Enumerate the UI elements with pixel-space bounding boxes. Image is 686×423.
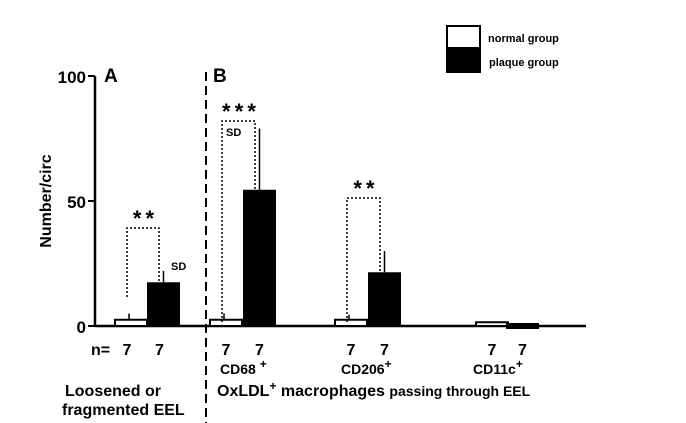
xlabel-a-line2: fragmented EEL bbox=[62, 402, 185, 419]
significance-stars-cd206: * * bbox=[353, 176, 375, 201]
xlabel-a-line1: Loosened or bbox=[65, 383, 161, 400]
n-label-plaque-cd11c: 7 bbox=[518, 342, 527, 359]
legend-swatch-plaque bbox=[446, 47, 481, 73]
n-label-plaque-eel: 7 bbox=[155, 342, 164, 359]
group-label-cd206: CD206+ bbox=[341, 357, 392, 377]
bar-plaque-cd206 bbox=[368, 272, 401, 326]
significance-bracket-cd206 bbox=[346, 197, 381, 322]
legend-label-plaque: plaque group bbox=[489, 57, 559, 69]
y-tick-label-0: 0 bbox=[77, 318, 86, 337]
bar-plaque-cd11c bbox=[506, 323, 539, 329]
bar-normal-cd68 bbox=[209, 318, 243, 327]
bar-plaque-eel bbox=[147, 282, 180, 326]
y-tick-label-50: 50 bbox=[67, 193, 86, 212]
bar-normal-eel bbox=[114, 318, 148, 327]
bar-plaque-cd68 bbox=[243, 189, 276, 326]
n-prefix: n= bbox=[91, 342, 110, 359]
sd-label-eel: SD bbox=[171, 261, 186, 273]
group-label-cd11c: CD11c+ bbox=[473, 357, 523, 377]
group-label-cd68: CD68 + bbox=[220, 357, 267, 377]
significance-bracket-cd68 bbox=[221, 120, 256, 322]
xlabel-b: OxLDL+ macrophages passing through EEL bbox=[217, 379, 531, 400]
y-tick-label-100: 100 bbox=[58, 68, 86, 87]
n-label-normal-cd11c: 7 bbox=[488, 342, 497, 359]
legend-swatch-normal bbox=[446, 25, 481, 49]
n-label-plaque-cd68: 7 bbox=[255, 342, 264, 359]
significance-stars-eel: * * bbox=[133, 206, 155, 231]
significance-bracket-eel bbox=[126, 227, 160, 297]
bar-normal-cd206 bbox=[334, 318, 368, 327]
bar-normal-cd11c bbox=[475, 321, 509, 327]
n-label-normal-eel: 7 bbox=[123, 342, 132, 359]
n-label-normal-cd206: 7 bbox=[347, 342, 356, 359]
significance-stars-cd68: * * * bbox=[222, 99, 256, 124]
panel-label-b: B bbox=[213, 66, 227, 87]
n-label-plaque-cd206: 7 bbox=[380, 342, 389, 359]
n-label-normal-cd68: 7 bbox=[222, 342, 231, 359]
y-axis-label: Number/circ bbox=[38, 154, 55, 247]
panel-label-a: A bbox=[104, 66, 118, 87]
sd-label-cd68: SD bbox=[226, 127, 241, 139]
legend-label-normal: normal group bbox=[488, 33, 559, 45]
